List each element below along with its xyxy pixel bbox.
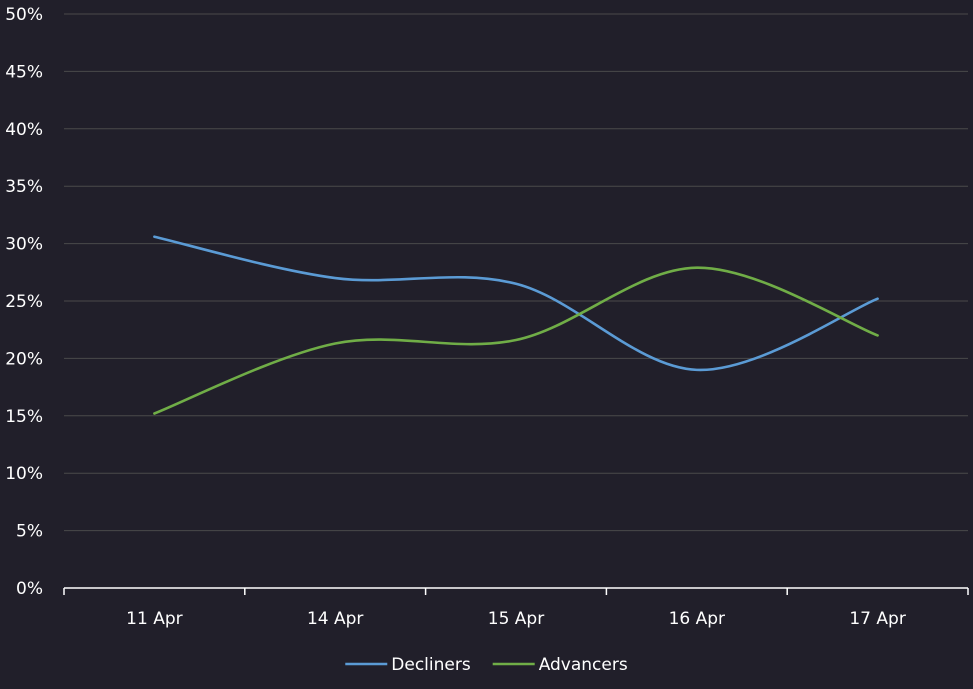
legend-label: Decliners: [391, 655, 471, 675]
y-tick-label: 40%: [5, 120, 43, 140]
x-tick-label: 16 Apr: [669, 609, 725, 629]
series-line-decliners: [153, 235, 879, 372]
y-tick-label: 50%: [5, 5, 43, 25]
y-axis: 0% 5% 10% 15% 20% 25% 30% 35% 40% 45% 50%: [5, 5, 43, 599]
y-tick-label: 15%: [5, 407, 43, 427]
y-tick-label: 20%: [5, 349, 43, 369]
y-tick-label: 45%: [5, 62, 43, 82]
series-lines: [153, 235, 879, 415]
legend-item-decliners: Decliners: [345, 655, 471, 675]
legend-item-advancers: Advancers: [492, 655, 628, 675]
legend-label: Advancers: [539, 655, 628, 675]
gridlines: [64, 13, 968, 532]
x-tick-label: 17 Apr: [849, 609, 905, 629]
y-tick-label: 30%: [5, 235, 43, 255]
x-axis: 11 Apr 14 Apr 15 Apr 16 Apr 17 Apr: [63, 587, 969, 629]
y-tick-label: 35%: [5, 177, 43, 197]
y-tick-label: 0%: [16, 579, 43, 599]
y-tick-label: 10%: [5, 464, 43, 484]
x-tick-label: 15 Apr: [488, 609, 544, 629]
x-tick-label: 14 Apr: [307, 609, 363, 629]
y-tick-label: 5%: [16, 522, 43, 542]
y-tick-label: 25%: [5, 292, 43, 312]
series-line-advancers: [153, 266, 879, 415]
x-tick-label: 11 Apr: [126, 609, 182, 629]
legend: Decliners Advancers: [345, 655, 628, 675]
